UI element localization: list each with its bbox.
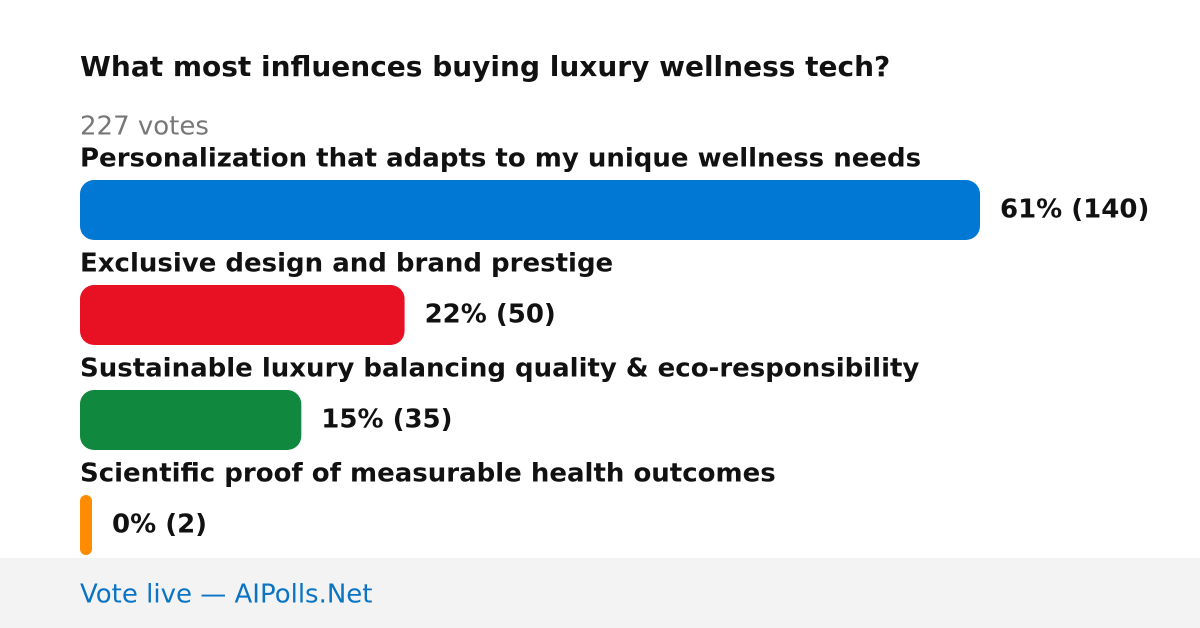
result-label: 0% (2) — [112, 510, 207, 540]
result-bar — [80, 390, 302, 450]
result-label: 22% (50) — [425, 300, 556, 330]
footer — [0, 558, 1200, 628]
option-label: Personalization that adapts to my unique… — [80, 144, 921, 174]
option-label: Exclusive design and brand prestige — [80, 249, 613, 279]
result-bar — [80, 285, 405, 345]
option-label: Scientific proof of measurable health ou… — [80, 459, 776, 489]
poll-title: What most influences buying luxury welln… — [80, 50, 890, 83]
option-label: Sustainable luxury balancing quality & e… — [80, 354, 919, 384]
result-bar — [80, 495, 92, 555]
vote-count: 227 votes — [80, 112, 209, 142]
result-bar — [80, 180, 980, 240]
result-label: 61% (140) — [1000, 195, 1149, 225]
footer-link[interactable]: Vote live — AIPolls.Net — [80, 580, 373, 610]
result-label: 15% (35) — [321, 405, 452, 435]
